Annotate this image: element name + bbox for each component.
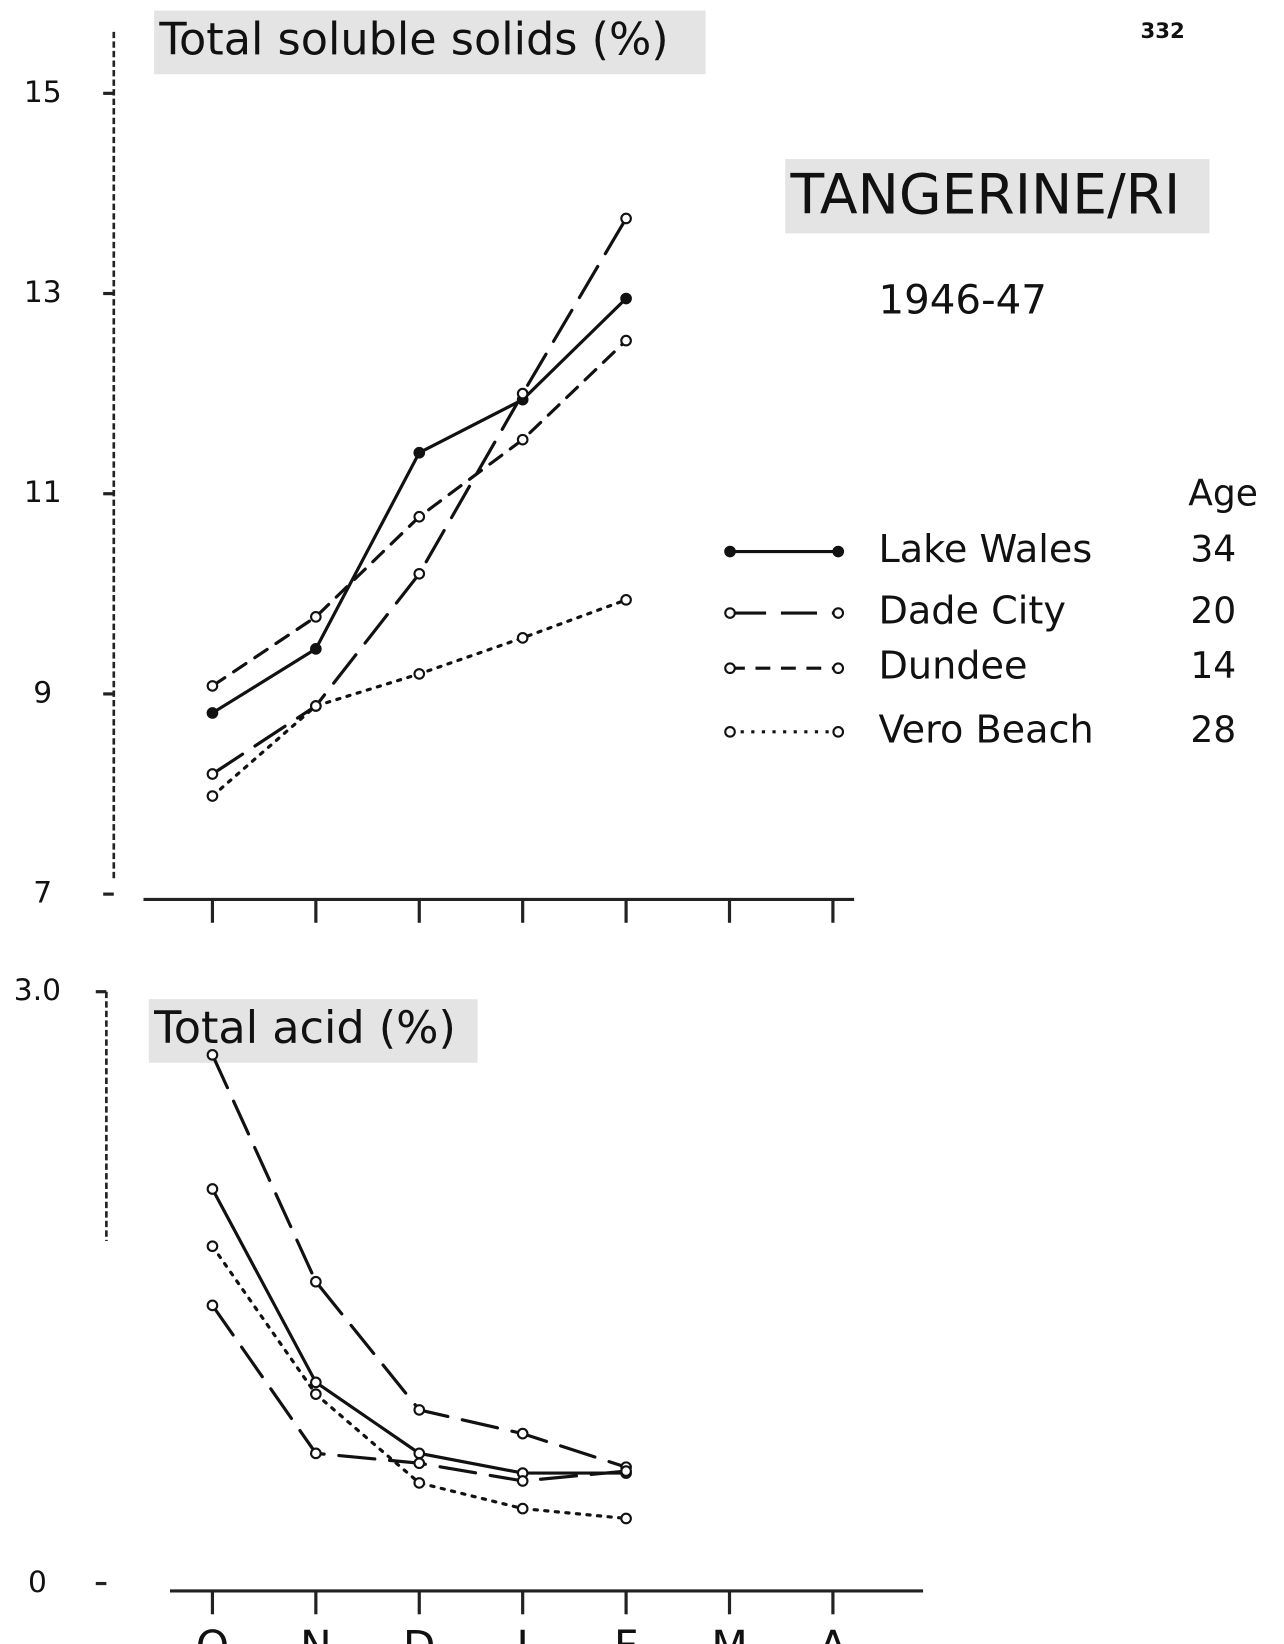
- legend-marker: [724, 545, 736, 558]
- data-point: [620, 1512, 632, 1525]
- data-point: [413, 446, 426, 459]
- data-point: [206, 1240, 219, 1253]
- series-line: [210, 216, 628, 776]
- data-point: [516, 1475, 529, 1487]
- legend-label: Dade City: [879, 590, 1066, 634]
- data-point: [516, 1427, 529, 1440]
- data-point: [310, 1447, 322, 1460]
- legend-label: Lake Wales: [879, 528, 1093, 572]
- title: TANGERINE/RI: [789, 163, 1180, 227]
- y-tick-label: 0: [28, 1565, 47, 1600]
- chart-title-background: [148, 999, 478, 1063]
- legend-marker: [724, 726, 736, 738]
- data-point: [620, 334, 632, 347]
- legend-age: 28: [1190, 709, 1236, 751]
- data-point: [516, 433, 529, 446]
- data-point: [413, 1404, 426, 1416]
- legend-marker: [832, 607, 845, 619]
- data-point: [206, 707, 219, 719]
- chart-title: Total soluble solids (%): [158, 13, 668, 65]
- legend-marker: [724, 607, 736, 619]
- data-point: [206, 680, 219, 692]
- legend-age: 34: [1190, 529, 1236, 571]
- page-number: 332: [1141, 19, 1185, 44]
- legend-age: 20: [1190, 590, 1236, 632]
- legend-marker: [724, 662, 736, 675]
- title-background: [785, 159, 1210, 234]
- data-point: [310, 1275, 322, 1288]
- x-tick-label: O: [196, 1623, 229, 1644]
- data-point: [206, 790, 219, 802]
- data-point: [310, 1388, 322, 1400]
- x-tick-label: J: [513, 1623, 529, 1644]
- data-point: [310, 611, 322, 623]
- series-line: [210, 598, 628, 798]
- series-line: [210, 296, 628, 715]
- data-point: [310, 1376, 322, 1389]
- series-line: [210, 1187, 628, 1475]
- x-tick-label: N: [300, 1623, 332, 1644]
- data-point: [516, 632, 529, 644]
- data-point: [413, 1457, 426, 1470]
- data-point: [620, 594, 632, 606]
- data-point: [413, 567, 426, 580]
- chart-title: Total acid (%): [153, 1002, 456, 1054]
- y-tick-label: 13: [24, 275, 62, 310]
- data-point: [206, 1048, 219, 1061]
- legend-label: Dundee: [879, 645, 1028, 689]
- chart-title-background: [154, 10, 706, 75]
- legend-header: Age: [1188, 472, 1258, 514]
- legend-label: Vero Beach: [879, 708, 1094, 752]
- x-tick-label: F: [614, 1623, 638, 1644]
- legend-marker: [832, 662, 845, 675]
- data-point: [310, 643, 322, 655]
- data-point: [413, 510, 426, 523]
- legend-marker: [832, 545, 845, 558]
- x-tick-label: D: [403, 1623, 436, 1644]
- y-tick-label: 3.0: [14, 973, 61, 1008]
- y-tick-label: 9: [33, 675, 52, 710]
- data-point: [413, 1447, 426, 1460]
- data-point: [413, 668, 426, 680]
- data-point: [516, 1502, 529, 1515]
- y-tick-label: 15: [24, 75, 62, 110]
- x-tick-label: M: [711, 1623, 748, 1644]
- y-tick-label: 11: [24, 475, 62, 510]
- data-point: [620, 292, 632, 305]
- data-point: [620, 212, 632, 225]
- x-tick-label: A: [818, 1623, 847, 1644]
- data-point: [620, 1465, 632, 1477]
- legend-age: 14: [1190, 645, 1236, 687]
- data-point: [206, 1183, 219, 1195]
- data-point: [206, 768, 219, 780]
- data-point: [413, 1477, 426, 1489]
- data-point: [310, 700, 322, 712]
- legend-marker: [832, 726, 845, 738]
- data-point: [206, 1299, 219, 1312]
- y-tick-label: 7: [33, 876, 52, 911]
- data-point: [516, 387, 529, 400]
- subtitle: 1946-47: [879, 276, 1047, 323]
